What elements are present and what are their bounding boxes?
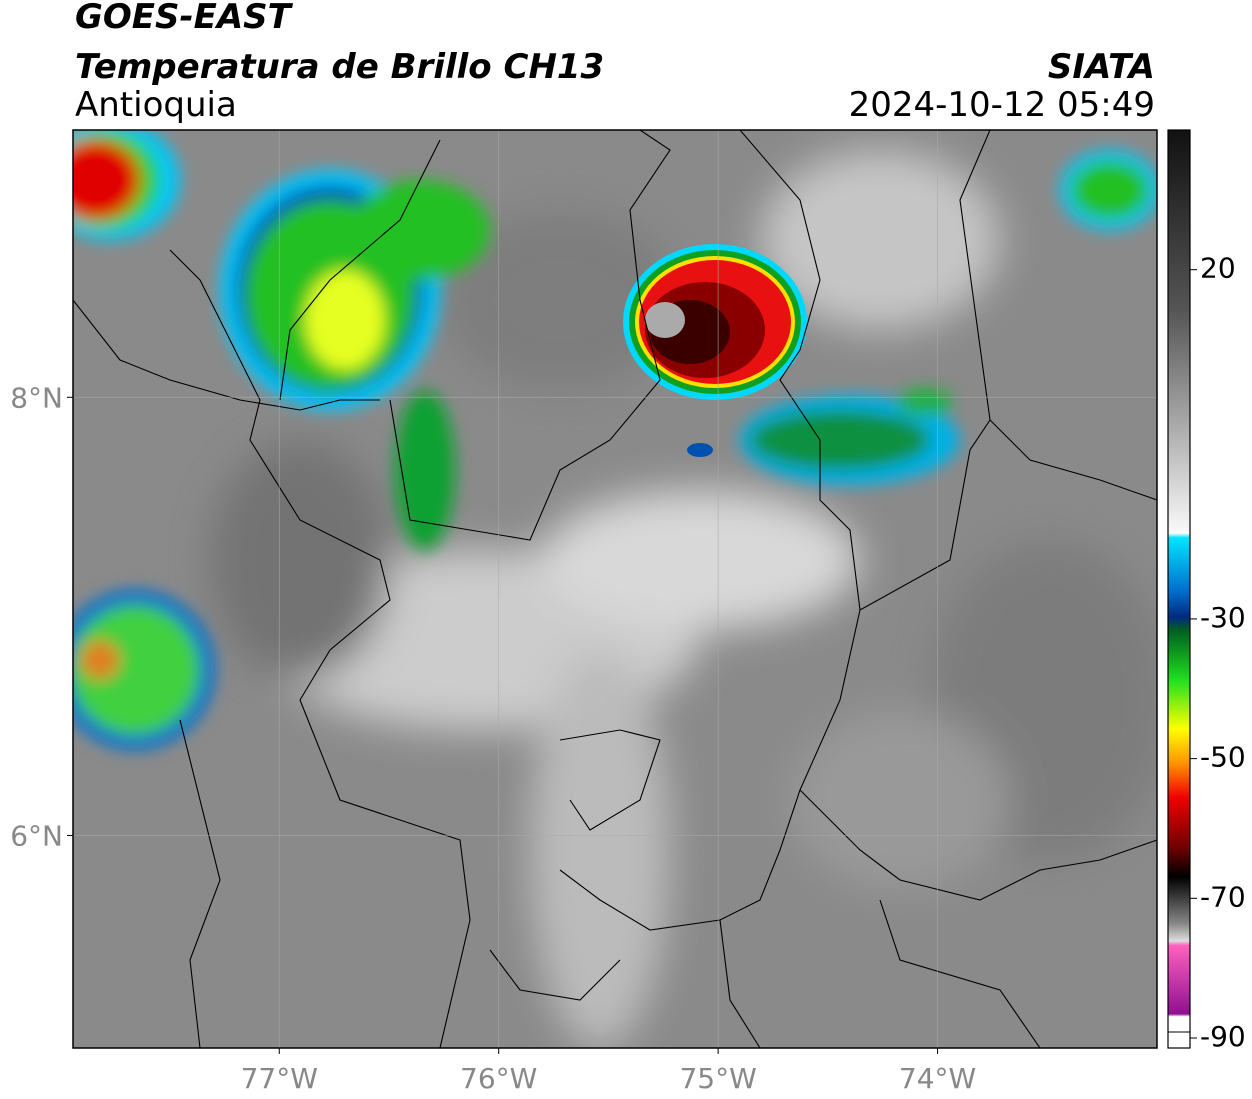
x-tick-label: 76°W xyxy=(460,1062,537,1095)
subtitle: Temperatura de Brillo CH13 xyxy=(75,47,604,87)
source: SIATA xyxy=(1048,47,1155,87)
colorbar-tick-label: -30 xyxy=(1200,601,1246,634)
title: GOES-EAST xyxy=(75,0,294,37)
x-tick-label: 75°W xyxy=(679,1062,756,1095)
colorbar-tick-label: -90 xyxy=(1200,1020,1246,1053)
region: Antioquia xyxy=(75,85,237,125)
colorbar-under xyxy=(1167,1031,1191,1049)
map-frame xyxy=(72,129,1158,1049)
datetime: 2024-10-12 05:49 xyxy=(849,85,1155,125)
colorbar-frame xyxy=(1167,129,1191,1049)
x-tick-label: 77°W xyxy=(241,1062,318,1095)
y-tick-label: 6°N xyxy=(10,819,63,852)
colorbar-tick-label: -50 xyxy=(1200,741,1246,774)
y-tick-label: 8°N xyxy=(10,381,63,414)
colorbar xyxy=(1168,130,1190,1032)
satellite-image xyxy=(73,130,1157,1048)
colorbar-tick-label: -70 xyxy=(1200,880,1246,913)
colorbar-tick-label: 20 xyxy=(1200,252,1236,285)
x-tick-label: 74°W xyxy=(899,1062,976,1095)
